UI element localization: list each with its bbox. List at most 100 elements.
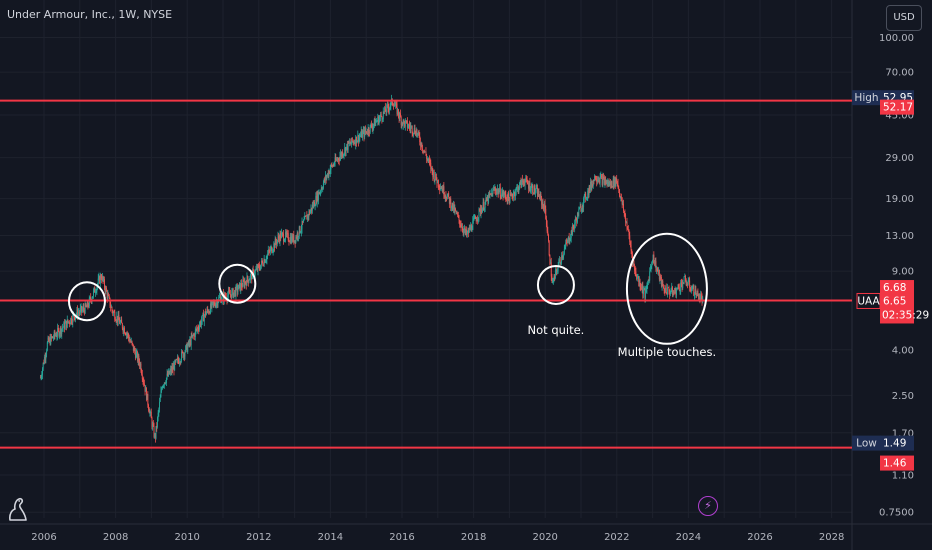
candle-body — [309, 210, 311, 214]
candle-body — [412, 133, 414, 134]
candle-body — [506, 198, 507, 200]
candle-body — [489, 193, 491, 196]
candle-body — [646, 284, 648, 290]
candle-body — [523, 183, 525, 186]
candle-body — [79, 308, 81, 313]
candle-body — [179, 362, 180, 364]
candle-body — [379, 116, 381, 119]
candle-body — [408, 124, 410, 127]
price-tick-label: 19.00 — [885, 194, 914, 205]
price-axis[interactable]: 100.00 70.00 45.00 29.00 19.00 13.00 9.00 4.00 2… — [879, 33, 914, 519]
candle-body — [623, 203, 624, 212]
candle-body — [95, 292, 96, 293]
candle-body — [397, 109, 399, 116]
candle-body — [534, 185, 536, 193]
candle-body — [681, 283, 683, 288]
candle-body — [210, 303, 211, 314]
candle-body — [147, 393, 149, 405]
candle-body — [86, 302, 88, 308]
candle-body — [382, 119, 384, 120]
candle-body — [696, 291, 698, 297]
candle-body — [679, 290, 681, 291]
candle-body — [123, 327, 125, 332]
candle-body — [130, 341, 132, 343]
candle-body — [532, 192, 534, 195]
candle-body — [236, 286, 238, 292]
candle-body — [690, 289, 692, 292]
tradingview-logo-icon[interactable] — [6, 496, 30, 522]
candle-body — [510, 193, 512, 195]
candle-body — [428, 159, 430, 162]
candle-body — [389, 107, 390, 111]
candle-body — [633, 260, 635, 265]
candle-body — [639, 280, 641, 287]
candle-body — [194, 334, 196, 337]
time-axis[interactable]: 2006 2008 2010 2012 2014 2016 2018 2020 2022 2024… — [31, 532, 844, 543]
annotation-text: Not quite. — [528, 323, 585, 337]
candle-body — [181, 351, 183, 353]
candle-body — [112, 310, 114, 314]
candle-body — [369, 132, 370, 134]
candle-body — [200, 321, 202, 326]
lightning-icon[interactable]: ⚡ — [698, 496, 718, 516]
candle-body — [64, 322, 65, 329]
price-tag-label-bg — [852, 90, 881, 106]
candle-body — [595, 179, 597, 181]
candle-body — [453, 204, 454, 210]
candle-body — [48, 337, 50, 342]
candle-body — [168, 370, 169, 376]
candle-body — [554, 270, 556, 278]
candle-body — [174, 360, 176, 362]
candle-body — [342, 154, 344, 157]
candle-body — [181, 351, 183, 361]
price-tag: UAA 6.65 02:35:29 — [856, 292, 929, 324]
candle-body — [362, 132, 364, 138]
candle-body — [513, 192, 515, 195]
candle-body — [512, 196, 514, 198]
candle-body — [45, 354, 47, 359]
candle-body — [638, 280, 640, 283]
candle-body — [355, 136, 357, 144]
candle-body — [307, 214, 309, 217]
candle-body — [688, 280, 690, 282]
candle-body — [50, 335, 52, 345]
candle-body — [649, 271, 651, 281]
candle-body — [78, 312, 80, 314]
candle-body — [273, 243, 275, 251]
candle-body — [157, 412, 159, 418]
candle-body — [466, 232, 468, 235]
candle-body — [660, 276, 662, 287]
candle-body — [358, 136, 360, 142]
currency-button[interactable]: USD — [886, 5, 922, 31]
candle-body — [211, 301, 213, 308]
candle-body — [246, 276, 248, 286]
candle-body — [251, 272, 253, 280]
candle-body — [471, 229, 473, 231]
candle-body — [524, 181, 526, 186]
candle-body — [117, 315, 119, 323]
candle-body — [322, 183, 324, 189]
candle-body — [453, 204, 455, 212]
candle-body — [428, 159, 430, 161]
candle-body — [66, 320, 68, 328]
candle-body — [694, 289, 696, 295]
candle-body — [674, 292, 675, 294]
candle-body — [333, 164, 335, 166]
candle-body — [644, 289, 646, 298]
candle-body — [185, 345, 187, 352]
candle-body — [514, 192, 516, 197]
candle-body — [459, 220, 461, 225]
candle-body — [99, 275, 101, 284]
candle-body — [195, 328, 197, 331]
candle-body — [448, 196, 450, 204]
candle-body — [520, 180, 522, 188]
time-tick-label: 2020 — [532, 532, 557, 543]
candle-body — [490, 193, 492, 195]
candle-body — [647, 279, 649, 284]
candle-body — [167, 373, 169, 376]
candle-body — [110, 307, 112, 308]
candle-body — [290, 237, 292, 244]
candle-body — [478, 208, 480, 218]
candle-body — [640, 286, 642, 288]
